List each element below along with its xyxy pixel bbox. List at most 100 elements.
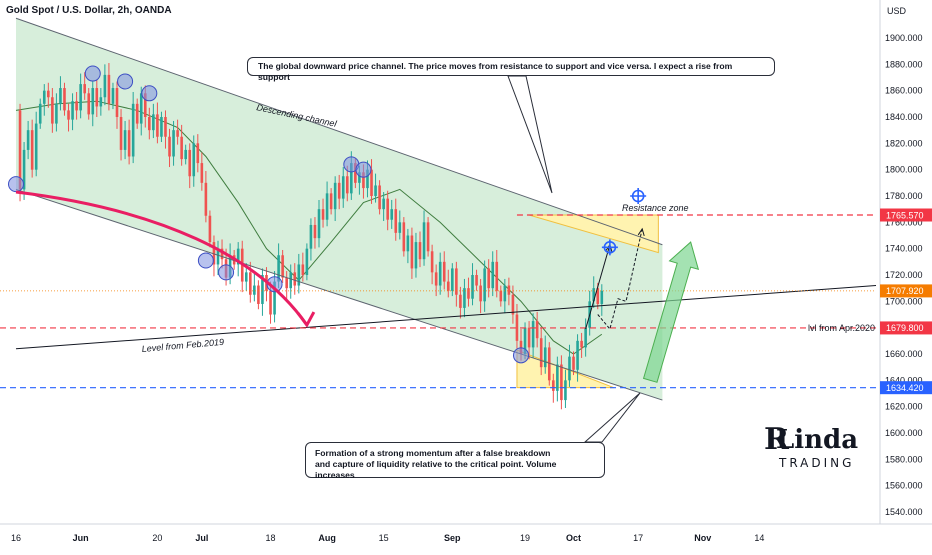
candle-body	[426, 222, 430, 252]
candle-body	[495, 261, 499, 291]
candle-body	[67, 110, 70, 120]
touch-point-circle	[84, 65, 101, 82]
candle-body	[34, 123, 38, 170]
candle-body	[350, 163, 353, 194]
candle-body	[119, 117, 123, 150]
candle-body	[543, 347, 547, 368]
candle-body	[188, 149, 192, 177]
candle-body	[479, 285, 482, 302]
x-tick-label: 19	[520, 533, 530, 543]
candle-body	[446, 281, 450, 291]
price-tag-label: 1634.420	[886, 383, 924, 393]
projection-path-2-head	[637, 227, 645, 237]
candle-body	[47, 90, 50, 98]
candle-body	[406, 235, 410, 252]
candle-body	[216, 248, 220, 265]
touch-point-circle	[513, 347, 529, 364]
candle-body	[289, 272, 293, 289]
chart-title: Gold Spot / U.S. Dollar, 2h, OANDA	[6, 5, 172, 16]
x-tick-label: 20	[152, 533, 162, 543]
x-tick-label: 14	[754, 533, 764, 543]
candle-body	[257, 285, 260, 304]
brand-logo-name: Linda	[776, 425, 859, 455]
y-axis-unit: USD	[887, 6, 907, 16]
candle-body	[55, 103, 58, 124]
candle-body	[196, 143, 200, 164]
y-tick-label: 1600.000	[885, 428, 923, 438]
candle-body	[38, 103, 42, 124]
price-tag-label: 1765.570	[886, 210, 924, 220]
y-tick-label: 1760.000	[885, 217, 923, 227]
candle-body	[580, 340, 583, 348]
big-up-arrow	[642, 241, 700, 383]
candle-body	[249, 272, 252, 295]
candle-body	[434, 272, 438, 286]
candle-body	[467, 288, 470, 299]
candle-body	[511, 294, 515, 315]
candle-body	[63, 88, 66, 111]
candle-body	[99, 97, 103, 107]
candle-body	[592, 288, 596, 302]
y-tick-label: 1780.000	[885, 191, 923, 201]
candle-body	[386, 198, 389, 220]
candle-body	[572, 356, 575, 370]
candle-body	[539, 338, 543, 368]
price-tag-bg	[880, 208, 932, 222]
candle-body	[325, 193, 329, 220]
brand-logo-sub: TRADING	[779, 456, 855, 470]
candle-body	[139, 93, 143, 124]
candle-body	[358, 172, 361, 183]
candle-body	[160, 117, 163, 137]
touch-point-circle	[218, 264, 235, 281]
candle-body	[422, 222, 426, 260]
touch-point-circle	[117, 73, 134, 90]
candle-body	[107, 74, 111, 104]
x-tick-label: 15	[379, 533, 389, 543]
candle-body	[18, 110, 22, 190]
x-tick-label: 17	[633, 533, 643, 543]
candle-body	[75, 101, 78, 111]
level-feb-line	[15, 285, 877, 350]
top-callout: The global downward price channel. The p…	[247, 57, 775, 82]
y-tick-label: 1720.000	[885, 270, 923, 280]
touch-point-circle	[266, 276, 283, 293]
price-tag-bg	[880, 381, 932, 395]
candle-body	[410, 235, 414, 269]
candle-body	[321, 209, 325, 220]
candle-body	[180, 136, 183, 160]
candle-body	[552, 380, 555, 391]
candle-body	[333, 182, 337, 210]
touch-point-circle	[8, 176, 24, 193]
candle-body	[455, 268, 458, 295]
channel-upper-line	[15, 17, 663, 246]
candle-body	[83, 84, 86, 94]
candle-body	[123, 130, 127, 150]
bottom-callout-line2: and capture of liquidity relative to the…	[315, 459, 557, 480]
candle-body	[79, 84, 82, 111]
x-tick-label: Sep	[444, 533, 461, 543]
candle-body	[362, 172, 365, 189]
candle-body	[87, 93, 91, 115]
candle-body	[402, 222, 406, 252]
candle-body	[309, 224, 313, 249]
y-tick-label: 1560.000	[885, 481, 923, 491]
candle-body	[261, 275, 264, 304]
y-tick-label: 1880.000	[885, 59, 923, 69]
candle-body	[560, 364, 563, 401]
candle-body	[51, 97, 54, 124]
candle-body	[430, 251, 434, 273]
candle-body	[131, 103, 135, 157]
candle-body	[305, 248, 309, 275]
candle-body	[212, 242, 216, 265]
candle-body	[576, 340, 579, 370]
candle-body	[483, 268, 486, 302]
target-marker-icon	[630, 188, 647, 204]
candle-body	[378, 185, 381, 210]
candle-body	[556, 364, 559, 391]
candle-body	[313, 224, 317, 239]
candle-body	[471, 275, 474, 299]
candle-body	[42, 90, 46, 104]
candle-body	[71, 101, 74, 120]
candle-body	[527, 327, 531, 348]
